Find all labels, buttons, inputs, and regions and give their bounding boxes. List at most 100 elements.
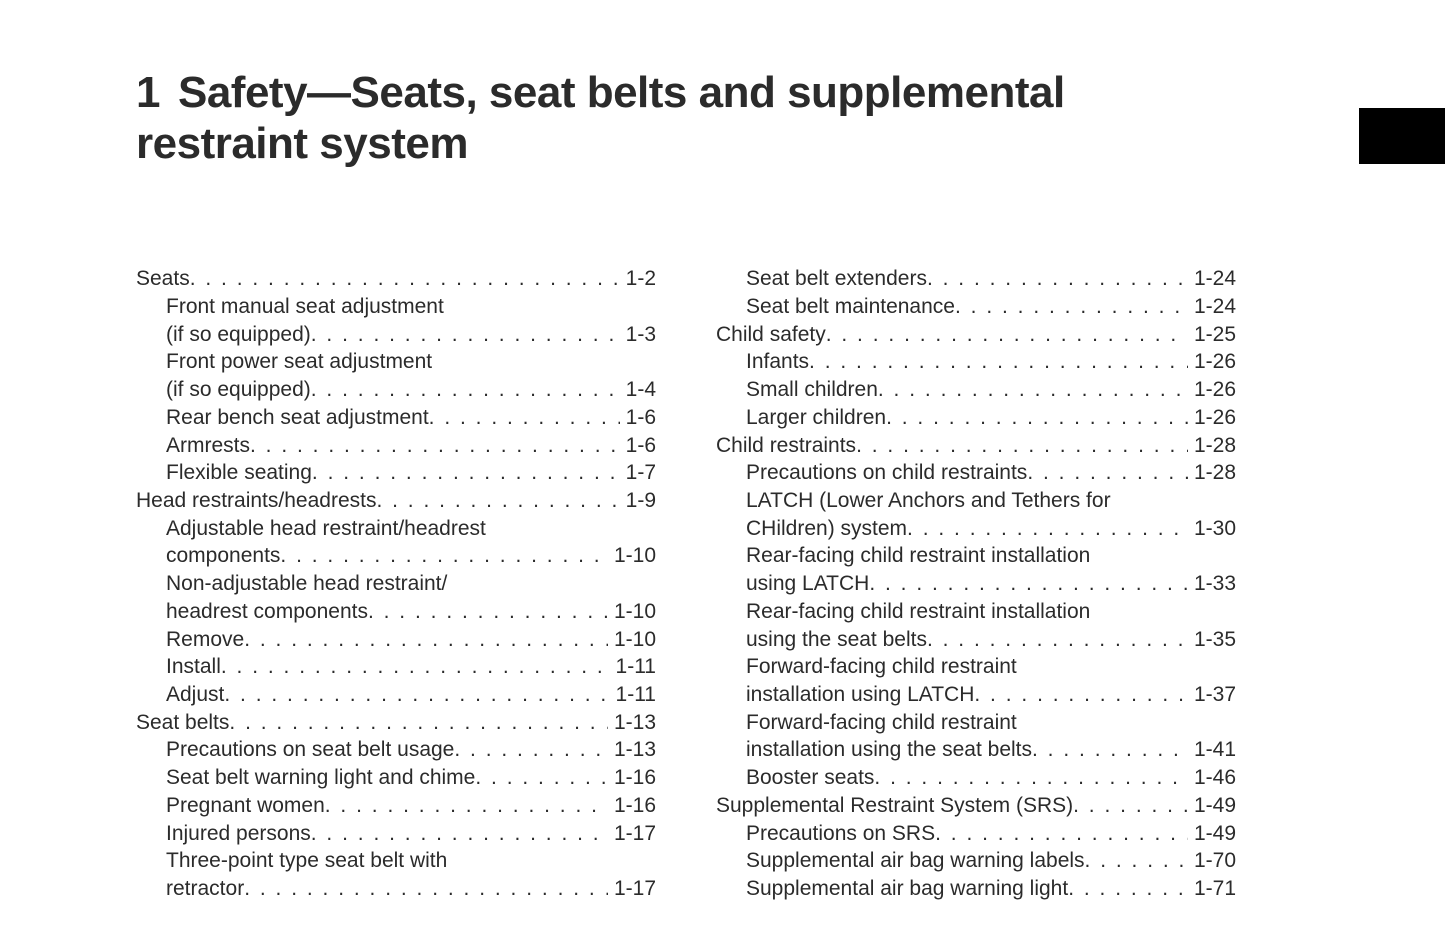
chapter-number: 1 bbox=[136, 68, 160, 119]
toc-entry-label: Larger children bbox=[746, 404, 886, 432]
toc-entry-page: 1-49 bbox=[1188, 792, 1236, 820]
toc-entry: Precautions on child restraints1-28 bbox=[716, 459, 1236, 487]
toc-entry-label: components bbox=[166, 542, 280, 570]
toc-entry-page: 1-16 bbox=[608, 792, 656, 820]
toc-entry-page: 1-26 bbox=[1188, 376, 1236, 404]
toc-entry-page: 1-25 bbox=[1188, 321, 1236, 349]
toc-entry-label: Pregnant women bbox=[166, 792, 325, 820]
toc-entry-page: 1-6 bbox=[620, 404, 656, 432]
toc-leader-dots bbox=[312, 459, 620, 487]
toc-entry-label: Remove bbox=[166, 626, 244, 654]
page: 1Safety—Seats, seat belts and supplement… bbox=[0, 0, 1445, 929]
toc-entry: Injured persons 1-17 bbox=[136, 820, 656, 848]
toc-entry: headrest components 1-10 bbox=[136, 598, 656, 626]
toc-leader-dots bbox=[927, 265, 1188, 293]
toc-leader-dots bbox=[311, 321, 620, 349]
toc-leader-dots bbox=[1068, 875, 1188, 903]
toc-entry-line: Three-point type seat belt with bbox=[136, 847, 656, 875]
toc-entry-label: Injured persons bbox=[166, 820, 311, 848]
toc-entry-page: 1-71 bbox=[1188, 875, 1236, 903]
toc-column-right: Seat belt extenders1-24Seat belt mainten… bbox=[716, 265, 1236, 903]
toc-entry: Seat belt extenders1-24 bbox=[716, 265, 1236, 293]
toc-entry-label: Supplemental air bag warning light bbox=[746, 875, 1068, 903]
section-tab-marker bbox=[1359, 108, 1445, 164]
toc-entry: Seat belt maintenance1-24 bbox=[716, 293, 1236, 321]
toc-entry-label: retractor bbox=[166, 875, 244, 903]
toc-entry: Adjust 1-11 bbox=[136, 681, 656, 709]
toc-leader-dots bbox=[927, 626, 1188, 654]
toc-entry-page: 1-16 bbox=[608, 764, 656, 792]
toc-entry-page: 1-17 bbox=[608, 820, 656, 848]
toc-entry-page: 1-17 bbox=[608, 875, 656, 903]
toc-entry: CHildren) system1-30 bbox=[716, 515, 1236, 543]
toc-entry-line: Adjustable head restraint/headrest bbox=[136, 515, 656, 543]
toc-entry-page: 1-7 bbox=[620, 459, 656, 487]
toc-entry-label: Supplemental Restraint System (SRS) bbox=[716, 792, 1073, 820]
toc-entry: components1-10 bbox=[136, 542, 656, 570]
toc-entry-label: Child restraints bbox=[716, 432, 856, 460]
toc-leader-dots bbox=[907, 515, 1188, 543]
toc-leader-dots bbox=[190, 265, 620, 293]
toc-entry-page: 1-10 bbox=[608, 626, 656, 654]
toc-entry-line: Front manual seat adjustment bbox=[136, 293, 656, 321]
toc-entry: Install1-11 bbox=[136, 653, 656, 681]
toc-leader-dots bbox=[229, 709, 608, 737]
toc-entry-label: Seats bbox=[136, 265, 190, 293]
toc-entry-page: 1-37 bbox=[1188, 681, 1236, 709]
toc-leader-dots bbox=[826, 321, 1188, 349]
toc-entry-page: 1-24 bbox=[1188, 293, 1236, 321]
toc-leader-dots bbox=[244, 626, 608, 654]
toc-leader-dots bbox=[878, 376, 1188, 404]
toc-entry-label: installation using LATCH bbox=[746, 681, 974, 709]
toc-entry-label: Flexible seating bbox=[166, 459, 312, 487]
toc-entry-label: Infants bbox=[746, 348, 809, 376]
toc-leader-dots bbox=[250, 432, 620, 460]
toc-entry-label: (if so equipped) bbox=[166, 321, 311, 349]
toc-leader-dots bbox=[886, 404, 1188, 432]
chapter-title-text: Safety—Seats, seat belts and supplementa… bbox=[136, 68, 1065, 168]
toc-entry-line: Forward-facing child restraint bbox=[716, 653, 1236, 681]
toc-entry: using the seat belts1-35 bbox=[716, 626, 1236, 654]
chapter-title: 1Safety—Seats, seat belts and supplement… bbox=[136, 68, 1136, 169]
toc-entry-label: (if so equipped) bbox=[166, 376, 311, 404]
toc-entry-page: 1-2 bbox=[620, 265, 656, 293]
toc-entry: installation using LATCH 1-37 bbox=[716, 681, 1236, 709]
toc-entry-label: Supplemental air bag warning labels bbox=[746, 847, 1085, 875]
toc-leader-dots bbox=[1027, 459, 1188, 487]
toc-entry-label: Booster seats bbox=[746, 764, 874, 792]
toc-leader-dots bbox=[376, 487, 619, 515]
toc-leader-dots bbox=[974, 681, 1188, 709]
toc-leader-dots bbox=[1085, 847, 1188, 875]
toc-leader-dots bbox=[1032, 736, 1188, 764]
toc-entry: Remove 1-10 bbox=[136, 626, 656, 654]
toc-entry: (if so equipped)1-3 bbox=[136, 321, 656, 349]
toc-entry-label: CHildren) system bbox=[746, 515, 907, 543]
toc-entry-page: 1-28 bbox=[1188, 432, 1236, 460]
toc-entry-page: 1-9 bbox=[620, 487, 656, 515]
toc-entry-label: Install bbox=[166, 653, 221, 681]
toc-entry-page: 1-13 bbox=[608, 709, 656, 737]
toc-entry: Precautions on SRS1-49 bbox=[716, 820, 1236, 848]
toc-entry-line: Front power seat adjustment bbox=[136, 348, 656, 376]
toc-entry-page: 1-46 bbox=[1188, 764, 1236, 792]
toc-leader-dots bbox=[955, 293, 1188, 321]
toc-entry-label: installation using the seat belts bbox=[746, 736, 1032, 764]
toc-leader-dots bbox=[856, 432, 1188, 460]
toc-entry: (if so equipped)1-4 bbox=[136, 376, 656, 404]
toc-entry: Supplemental air bag warning labels1-70 bbox=[716, 847, 1236, 875]
toc-entry-label: using LATCH bbox=[746, 570, 869, 598]
toc-leader-dots bbox=[454, 736, 608, 764]
toc-entry-page: 1-10 bbox=[608, 598, 656, 626]
toc-entry-line: Non-adjustable head restraint/ bbox=[136, 570, 656, 598]
toc-entry: Pregnant women 1-16 bbox=[136, 792, 656, 820]
toc-entry: Armrests1-6 bbox=[136, 432, 656, 460]
toc-entry-page: 1-11 bbox=[610, 681, 656, 709]
toc-entry: Booster seats 1-46 bbox=[716, 764, 1236, 792]
toc-entry-page: 1-33 bbox=[1188, 570, 1236, 598]
toc-entry-page: 1-26 bbox=[1188, 404, 1236, 432]
toc-entry-label: headrest components bbox=[166, 598, 368, 626]
toc-entry-label: Adjust bbox=[166, 681, 224, 709]
toc-leader-dots bbox=[224, 681, 609, 709]
toc-entry: Child safety1-25 bbox=[716, 321, 1236, 349]
toc-entry: Supplemental air bag warning light 1-71 bbox=[716, 875, 1236, 903]
